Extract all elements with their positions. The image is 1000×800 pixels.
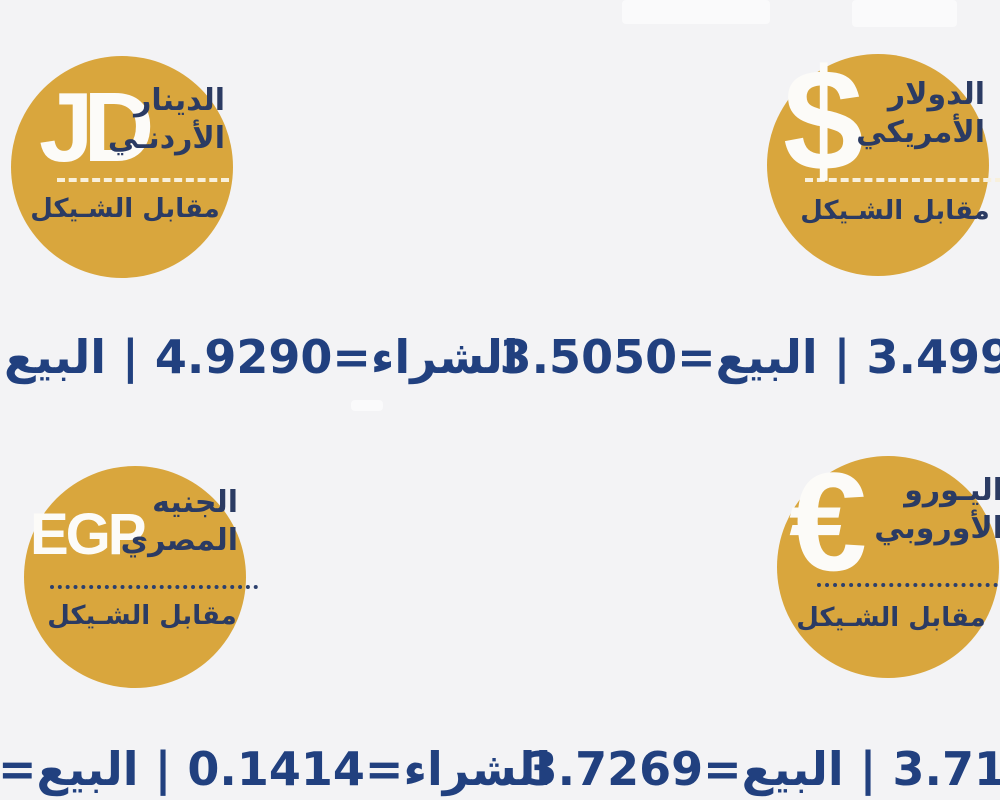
egp-name-line2: المصري [120, 523, 238, 559]
badge-egyptian-pound: EGP الجنيه المصري مقابل الشـيكل [24, 466, 258, 688]
usd-dashed-separator [805, 178, 1000, 182]
egp-vs-shekel-label: مقابل الشـيكل [47, 601, 237, 631]
usd-rate-line: 3.499 | البيع=3.5050 [499, 330, 1000, 384]
eur-name-line2: الأوروبي [874, 511, 1000, 547]
jod-name-line1: الدينار [134, 83, 225, 118]
eur-currency-name: اليـورو الأوروبي [874, 472, 1000, 549]
eur-rate-line: 3.71 | البيع=3.7269 [525, 742, 1000, 796]
usd-currency-name: الدولار الأمريكي [856, 76, 985, 153]
usd-name-line1: الدولار [887, 77, 985, 112]
usd-vs-shekel-label: مقابل الشـيكل [800, 196, 990, 226]
egp-name-line1: الجنيه [152, 485, 238, 520]
egp-rate-line: الشراء=0.1414 | البيع= [0, 742, 552, 796]
eur-dotted-separator [817, 583, 1000, 587]
jod-vs-shekel-label: مقابل الشـيكل [30, 194, 220, 224]
faint-top-artifact [852, 0, 957, 27]
faint-mid-artifact [351, 400, 383, 411]
usd-currency-symbol: $ [783, 39, 864, 201]
usd-name-line2: الأمريكي [856, 115, 985, 151]
eur-vs-shekel-label: مقابل الشـيكل [796, 603, 986, 633]
badge-euro: € اليـورو الأوروبي مقابل الشـيكل [777, 452, 1000, 678]
badge-us-dollar: $ الدولار الأمريكي مقابل الشـيكل [767, 48, 1000, 276]
eur-name-line1: اليـورو [904, 473, 1000, 508]
jod-name-line2: الأردنـي [107, 121, 225, 157]
faint-top-artifact [622, 0, 770, 24]
egp-currency-symbol: EGP [30, 502, 146, 567]
jod-currency-symbol: JD [39, 72, 154, 182]
badge-jordanian-dinar: JD الدينار الأردنـي مقابل الشـيكل [11, 56, 233, 278]
eur-currency-symbol: € [789, 443, 867, 600]
jod-currency-name: الدينار الأردنـي [108, 82, 225, 159]
jod-dashed-separator [57, 178, 229, 182]
jod-rate-line: الشراء=4.9290 | البيع [4, 330, 519, 384]
egp-currency-name: الجنيه المصري [121, 484, 238, 561]
egp-dotted-separator [50, 585, 258, 589]
